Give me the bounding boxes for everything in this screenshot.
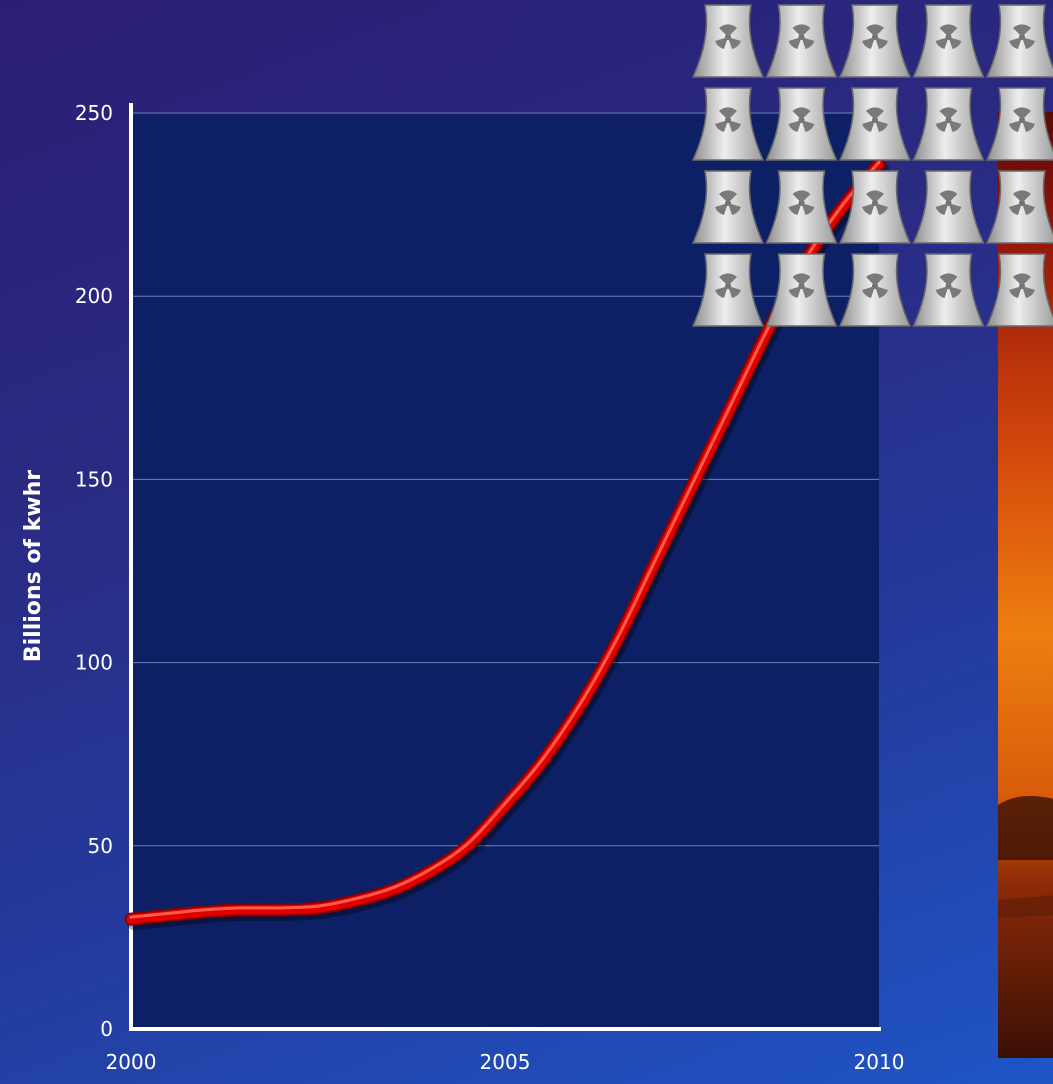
y-axis-label: Billions of kwhr <box>21 470 46 662</box>
y-tick-label: 150 <box>75 467 113 491</box>
nuclear-cooling-tower-icon <box>986 170 1053 244</box>
nuclear-cooling-tower-icon <box>912 170 985 244</box>
y-tick-label: 200 <box>75 284 113 308</box>
x-tick-label: 2010 <box>854 1050 905 1074</box>
nuclear-cooling-tower-icon <box>912 4 985 78</box>
nuclear-cooling-tower-icon <box>692 4 764 78</box>
nuclear-cooling-tower-icon <box>765 4 838 78</box>
nuclear-cooling-tower-icon <box>839 4 911 78</box>
nuclear-cooling-tower-icon <box>912 87 985 161</box>
nuclear-cooling-tower-icon <box>986 4 1053 78</box>
series-line-highlight <box>129 160 881 919</box>
x-tick-label: 2000 <box>106 1050 157 1074</box>
nuclear-cooling-tower-icon <box>986 253 1053 327</box>
y-tick-label: 0 <box>100 1017 113 1041</box>
plot-area <box>131 113 879 1029</box>
nuclear-cooling-tower-icon <box>986 87 1053 161</box>
series-group <box>124 157 889 931</box>
x-tick-labels: 2000 2005 2010 <box>106 1050 905 1074</box>
y-tick-label: 50 <box>88 834 113 858</box>
x-tick-label: 2005 <box>480 1050 531 1074</box>
y-tick-label: 100 <box>75 651 113 675</box>
y-tick-labels: 0 50 100 150 200 250 <box>75 101 113 1041</box>
gridlines <box>131 112 879 847</box>
nuclear-cooling-tower-icon <box>912 253 985 327</box>
y-tick-label: 250 <box>75 101 113 125</box>
